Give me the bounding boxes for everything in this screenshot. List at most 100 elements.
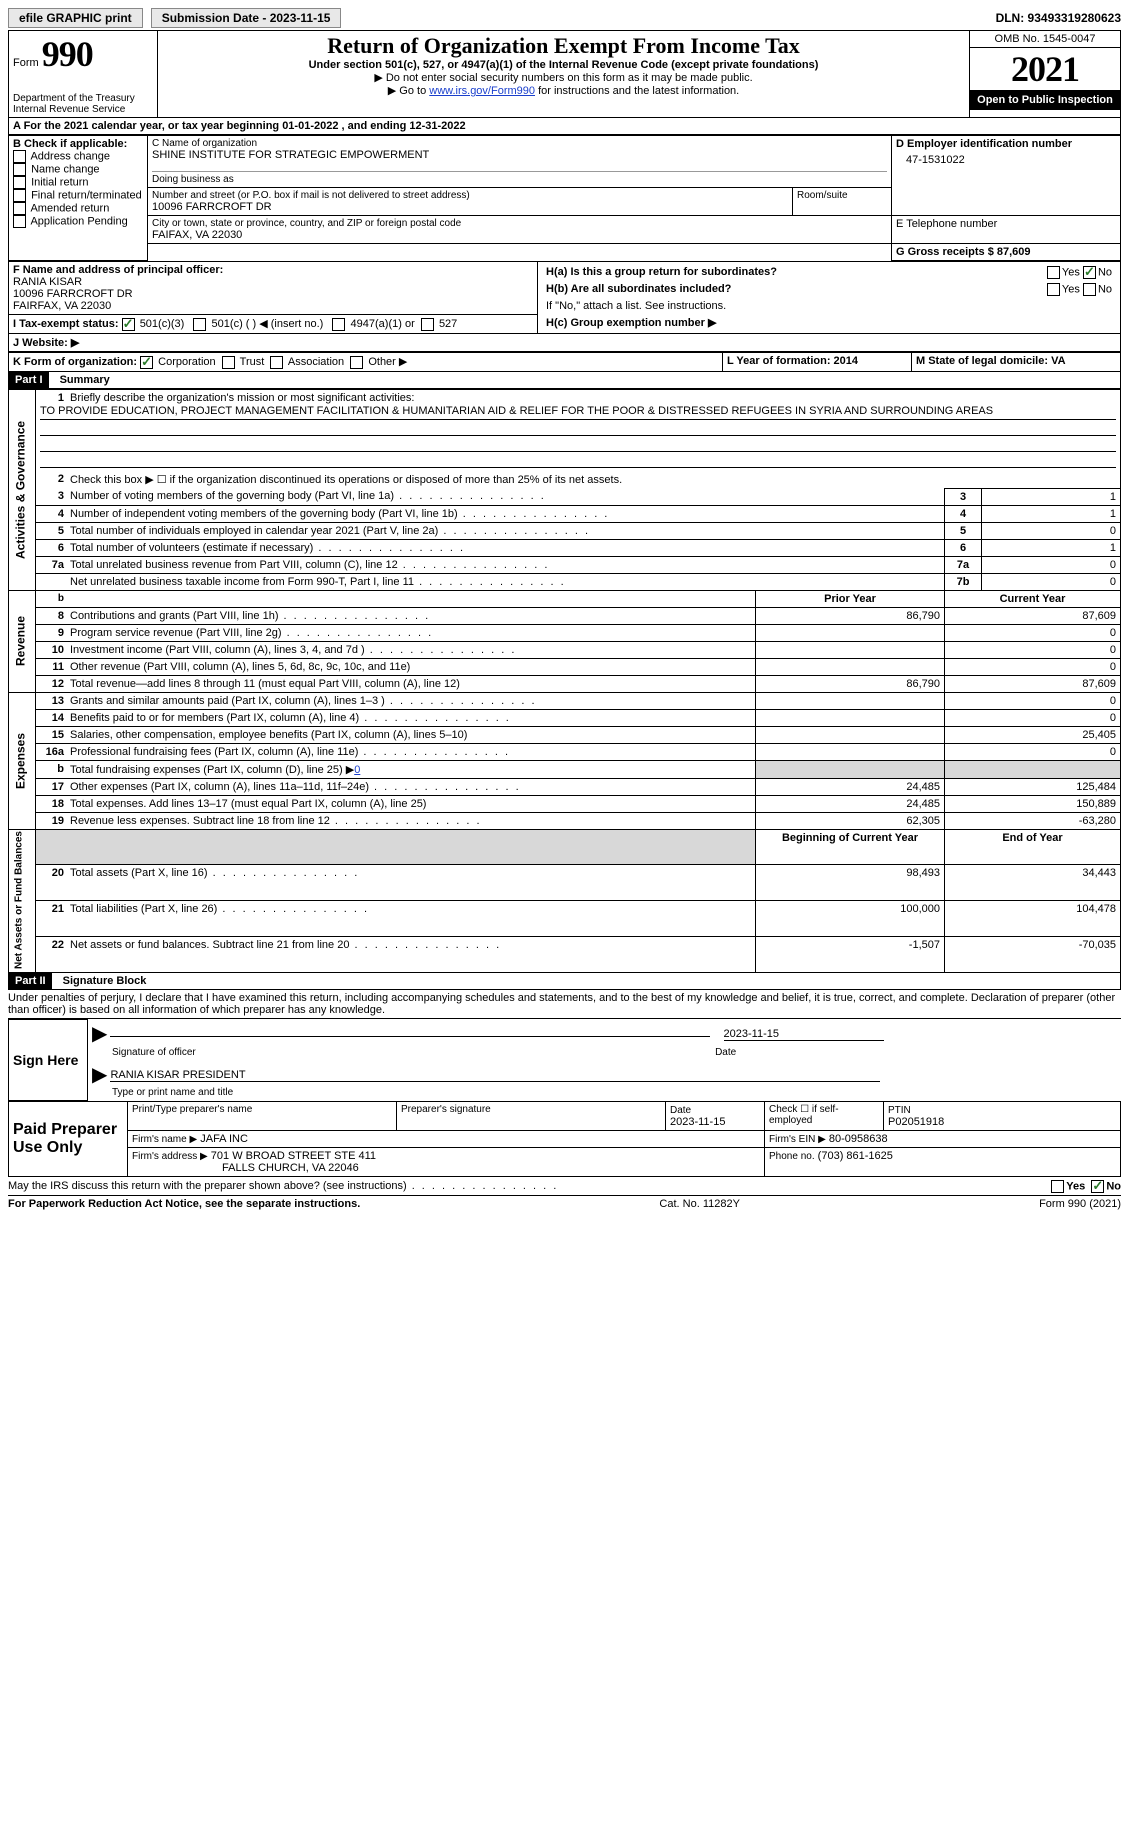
- website-label: J Website: ▶: [13, 337, 79, 349]
- instruction-2: ▶ Go to www.irs.gov/Form990 for instruct…: [162, 84, 965, 97]
- mission-text: TO PROVIDE EDUCATION, PROJECT MANAGEMENT…: [40, 405, 1116, 420]
- part2-title: Signature Block: [63, 975, 147, 987]
- line4-text: Number of independent voting members of …: [70, 508, 609, 520]
- check-final-return[interactable]: Final return/terminated: [13, 189, 143, 202]
- name-label: C Name of organization: [152, 138, 887, 149]
- officer-name: RANIA KISAR: [13, 276, 533, 288]
- tax-year: 2021: [970, 48, 1120, 90]
- year-formation: L Year of formation: 2014: [727, 355, 858, 367]
- check-other[interactable]: [350, 356, 363, 369]
- submission-date-label: Submission Date - 2023-11-15: [151, 8, 342, 28]
- line7b-value: 0: [982, 573, 1121, 590]
- col-current: Current Year: [945, 590, 1121, 607]
- hb-note: If "No," attach a list. See instructions…: [542, 298, 1116, 314]
- ha-yes[interactable]: [1047, 266, 1060, 279]
- section-b-label: B Check if applicable:: [13, 138, 143, 150]
- prep-phone-label: Phone no.: [769, 1151, 815, 1162]
- line16b-label: Total fundraising expenses (Part IX, col…: [70, 764, 354, 776]
- part1-table: Activities & Governance 1Briefly describ…: [8, 389, 1121, 973]
- firm-addr2: FALLS CHURCH, VA 22046: [222, 1162, 359, 1174]
- check-corporation[interactable]: [140, 356, 153, 369]
- gross-receipts: G Gross receipts $ 87,609: [896, 246, 1116, 258]
- side-net-assets: Net Assets or Fund Balances: [9, 829, 36, 972]
- sig-date: 2023-11-15: [724, 1028, 884, 1041]
- prep-date: 2023-11-15: [670, 1116, 725, 1128]
- footer-left: For Paperwork Reduction Act Notice, see …: [8, 1198, 360, 1210]
- part1-title: Summary: [60, 374, 110, 386]
- firm-ein: 80-0958638: [829, 1133, 888, 1145]
- declaration-text: Under penalties of perjury, I declare th…: [8, 990, 1121, 1019]
- city-value: FAIFAX, VA 22030: [152, 229, 887, 241]
- street-value: 10096 FARRCROFT DR: [152, 201, 788, 213]
- check-initial-return[interactable]: Initial return: [13, 176, 143, 189]
- sig-officer-label: Signature of officer: [112, 1047, 712, 1058]
- line1-label: Briefly describe the organization's miss…: [70, 392, 414, 404]
- hb-yes[interactable]: [1047, 283, 1060, 296]
- discuss-yes[interactable]: [1051, 1180, 1064, 1193]
- line15-text: Salaries, other compensation, employee b…: [70, 729, 467, 741]
- ha-no[interactable]: [1083, 266, 1096, 279]
- page-footer: For Paperwork Reduction Act Notice, see …: [8, 1198, 1121, 1210]
- street-label: Number and street (or P.O. box if mail i…: [152, 190, 788, 201]
- check-501c3[interactable]: [122, 318, 135, 331]
- hc-label: H(c) Group exemption number ▶: [546, 317, 716, 329]
- section-i-label: I Tax-exempt status:: [13, 318, 119, 330]
- line22-text: Net assets or fund balances. Subtract li…: [70, 939, 501, 951]
- sign-here-label: Sign Here: [9, 1019, 88, 1100]
- phone-label: E Telephone number: [896, 218, 1116, 230]
- firm-addr1: 701 W BROAD STREET STE 411: [211, 1150, 376, 1162]
- discuss-no[interactable]: [1091, 1180, 1104, 1193]
- side-activities: Activities & Governance: [9, 389, 36, 590]
- officer-label: F Name and address of principal officer:: [13, 264, 533, 276]
- check-501c[interactable]: [193, 318, 206, 331]
- date-label: Date: [715, 1047, 736, 1058]
- officer-name-label: Type or print name and title: [112, 1087, 1117, 1098]
- ptin-label: PTIN: [888, 1105, 911, 1116]
- line3-text: Number of voting members of the governin…: [70, 490, 546, 502]
- state-domicile: M State of legal domicile: VA: [916, 355, 1066, 367]
- col-end: End of Year: [945, 829, 1121, 865]
- line5-text: Total number of individuals employed in …: [70, 525, 590, 537]
- dln-label: DLN: 93493319280623: [996, 11, 1121, 25]
- col-begin: Beginning of Current Year: [756, 829, 945, 865]
- check-trust[interactable]: [222, 356, 235, 369]
- page-title: Return of Organization Exempt From Incom…: [162, 33, 965, 59]
- section-a: A For the 2021 calendar year, or tax yea…: [8, 118, 1121, 135]
- check-527[interactable]: [421, 318, 434, 331]
- check-4947[interactable]: [332, 318, 345, 331]
- topbar: efile GRAPHIC print Submission Date - 20…: [8, 8, 1121, 28]
- hb-no[interactable]: [1083, 283, 1096, 296]
- firm-name: JAFA INC: [200, 1133, 248, 1145]
- check-application-pending[interactable]: Application Pending: [13, 215, 143, 228]
- check-association[interactable]: [270, 356, 283, 369]
- check-address-change[interactable]: Address change: [13, 150, 143, 163]
- line20-text: Total assets (Part X, line 16): [70, 867, 359, 879]
- section-k-label: K Form of organization:: [13, 356, 137, 368]
- form990-link[interactable]: www.irs.gov/Form990: [429, 85, 535, 97]
- line9-text: Program service revenue (Part VIII, line…: [70, 627, 433, 639]
- dept-label: Department of the Treasury Internal Reve…: [13, 93, 153, 115]
- efile-print-button[interactable]: efile GRAPHIC print: [8, 8, 143, 28]
- ein-label: D Employer identification number: [896, 138, 1116, 150]
- omb-number: OMB No. 1545-0047: [970, 31, 1120, 48]
- ein-value: 47-1531022: [906, 154, 1116, 166]
- org-info-table: B Check if applicable: Address change Na…: [8, 135, 1121, 261]
- prep-phone: (703) 861-1625: [818, 1150, 893, 1162]
- header-table: Form 990 Department of the Treasury Inte…: [8, 30, 1121, 118]
- footer-center: Cat. No. 11282Y: [659, 1198, 740, 1210]
- firm-ein-label: Firm's EIN ▶: [769, 1134, 826, 1145]
- line2-text: Check this box ▶ ☐ if the organization d…: [70, 474, 622, 486]
- arrow-icon: ▶: [92, 1023, 107, 1045]
- check-amended-return[interactable]: Amended return: [13, 202, 143, 215]
- firm-addr-label: Firm's address ▶: [132, 1151, 208, 1162]
- check-name-change[interactable]: Name change: [13, 163, 143, 176]
- line8-current: 87,609: [945, 607, 1121, 624]
- line21-text: Total liabilities (Part X, line 26): [70, 903, 369, 915]
- prep-sig-label: Preparer's signature: [401, 1104, 661, 1115]
- check-self-employed[interactable]: Check ☐ if self-employed: [765, 1101, 884, 1130]
- instruction-1: ▶ Do not enter social security numbers o…: [162, 71, 965, 84]
- part2-header: Part II: [9, 973, 52, 989]
- col-prior: Prior Year: [756, 590, 945, 607]
- line19-text: Revenue less expenses. Subtract line 18 …: [70, 815, 482, 827]
- klm-table: K Form of organization: Corporation Trus…: [8, 352, 1121, 372]
